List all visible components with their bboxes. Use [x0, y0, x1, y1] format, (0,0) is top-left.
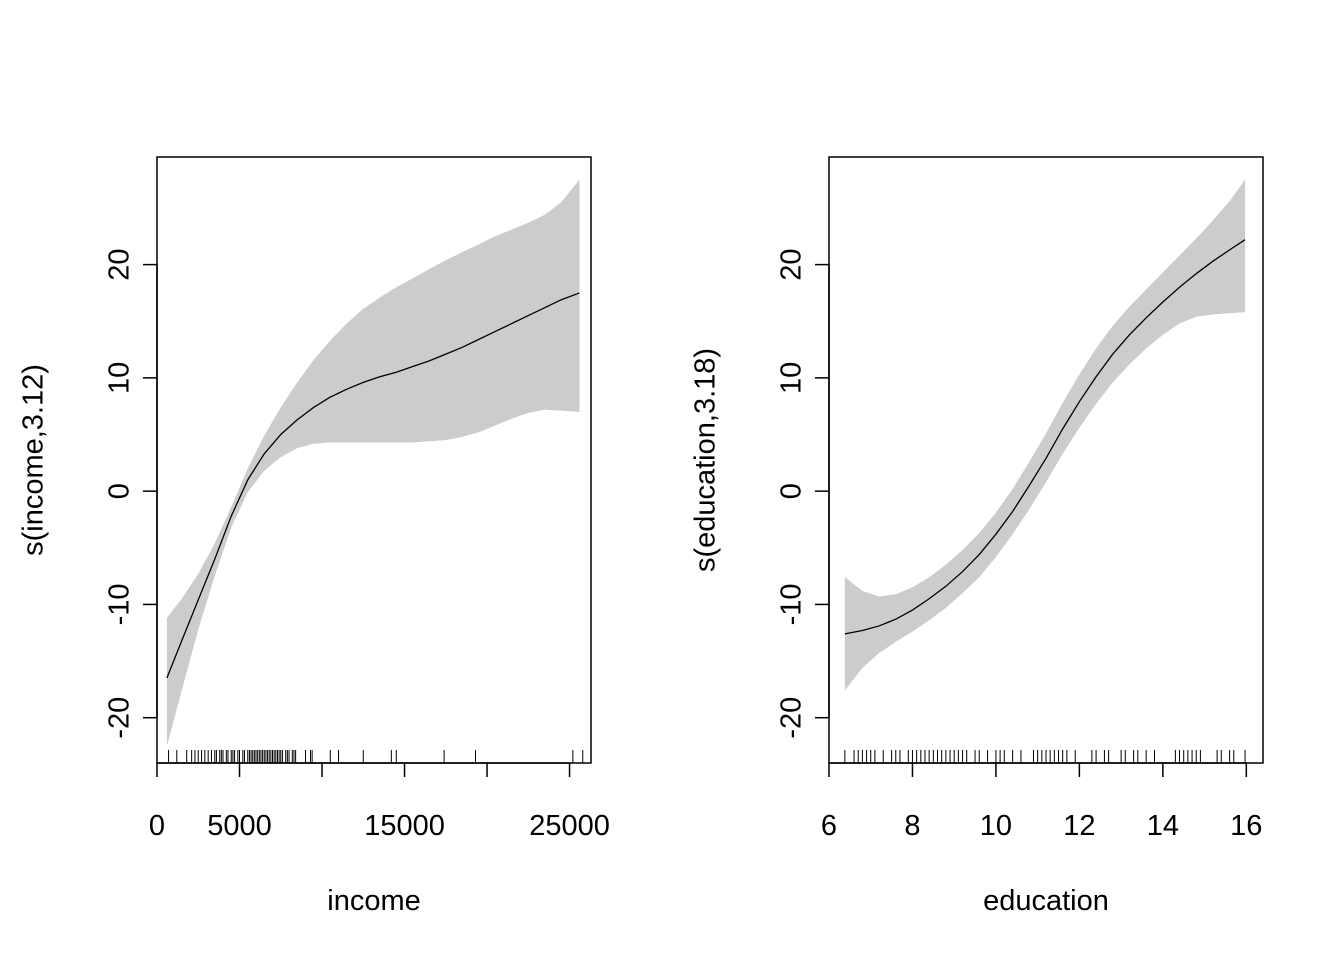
y-tick-label: -20: [776, 697, 808, 739]
x-tick-label: 25000: [529, 810, 610, 842]
confidence-band: [844, 179, 1246, 691]
y-tick-label: -10: [776, 583, 808, 625]
y-tick-label: 20: [104, 248, 136, 280]
y-tick-label: 10: [104, 362, 136, 394]
y-tick-label: 20: [776, 248, 808, 280]
x-tick-label: 5000: [207, 810, 272, 842]
y-tick-label: 10: [776, 362, 808, 394]
y-tick-label: 0: [776, 483, 808, 499]
y-axis-title: s(education,3.18): [690, 348, 722, 572]
x-tick-label: 10: [980, 810, 1012, 842]
x-axis-title: education: [983, 885, 1109, 917]
y-axis-title: s(income,3.12): [18, 364, 50, 556]
y-tick-label: 0: [104, 483, 136, 499]
x-tick-label: 16: [1230, 810, 1262, 842]
x-tick-label: 6: [821, 810, 837, 842]
income-panel: 0 5000 15000 25000 -20 -10 0 10 20 income s(income…: [18, 156, 610, 917]
x-tick-label: 14: [1147, 810, 1179, 842]
y-tick-label: -10: [104, 583, 136, 625]
education-panel: 6 8 10 12 14 16 -20 -10 0 10 20 education s(educatio…: [690, 156, 1264, 917]
smooth-fit-line: [166, 292, 580, 679]
x-tick-label: 15000: [364, 810, 445, 842]
x-axis-title: income: [327, 885, 421, 917]
x-tick-label: 8: [904, 810, 920, 842]
x-tick-label: 0: [149, 810, 165, 842]
smooth-fit-line: [844, 239, 1246, 635]
confidence-band: [166, 179, 580, 747]
x-tick-label: 12: [1063, 810, 1095, 842]
y-tick-label: -20: [104, 697, 136, 739]
